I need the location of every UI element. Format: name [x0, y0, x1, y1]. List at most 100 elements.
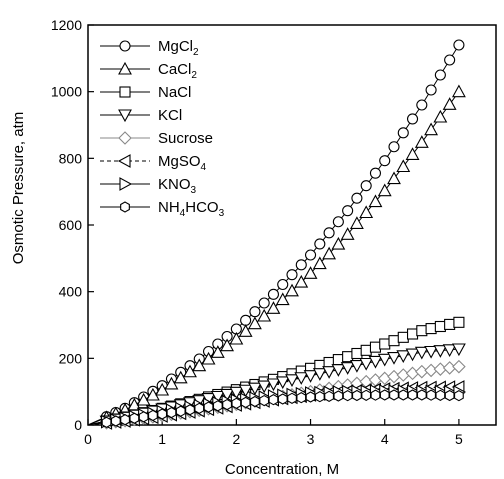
cacl2-point [192, 358, 207, 372]
legend-marker [118, 131, 132, 145]
nh4hco3-point [277, 393, 288, 405]
mgcl2-point [425, 84, 437, 96]
cacl2-point [442, 97, 457, 110]
cacl2-point [368, 194, 383, 208]
legend-label: Sucrose [158, 130, 213, 147]
kcl-point [257, 380, 272, 394]
cacl2-point [238, 324, 253, 337]
cacl2-point [229, 331, 244, 345]
mgcl2-point [277, 278, 289, 291]
legend-marker [120, 201, 130, 213]
kcl-point [331, 364, 346, 377]
legend-item-nh4hco3: NH4HCO3 [100, 199, 225, 219]
kcl-point [359, 357, 374, 371]
nh4hco3-point [296, 392, 307, 404]
legend-item-sucrose: Sucrose [100, 130, 213, 147]
cacl2-point [387, 171, 401, 185]
cacl2-point [331, 236, 346, 250]
mgcl2-point [314, 238, 326, 250]
cacl2-point [220, 338, 235, 352]
kcl-point [238, 384, 253, 398]
nh4hco3-point [352, 389, 362, 402]
legend-label: MgSO4 [158, 153, 207, 173]
kcl-point [442, 344, 457, 357]
nacl-point [434, 320, 446, 333]
nh4hco3-point [389, 389, 399, 401]
x-axis-title: Concentration, M [225, 461, 339, 478]
nh4hco3-point [101, 416, 112, 428]
x-tick-label: 4 [381, 431, 389, 447]
mgcl2-point [304, 249, 317, 261]
kcl-point [266, 378, 281, 392]
cacl2-point [266, 301, 281, 314]
nh4hco3-point [407, 389, 418, 401]
series-nh4hco3 [87, 389, 464, 428]
cacl2-point [303, 266, 318, 279]
nacl-point [444, 318, 456, 330]
cacl2-point [424, 122, 439, 136]
nh4hco3-point [148, 409, 158, 422]
mgcl2-point [360, 180, 372, 192]
nh4hco3-point [268, 394, 279, 406]
cacl2-point [322, 246, 337, 260]
kcl-point [294, 372, 309, 385]
legend-marker [119, 177, 133, 191]
cacl2-point [312, 256, 327, 270]
mgcl2-point [434, 69, 446, 81]
nh4hco3-point [370, 389, 381, 401]
mgcl2-point [258, 297, 270, 309]
x-tick-label: 5 [455, 431, 463, 447]
legend-marker [118, 109, 132, 123]
nh4hco3-point [259, 394, 270, 407]
legend-marker [119, 40, 131, 52]
nh4hco3-point [361, 389, 372, 401]
kcl-point [303, 370, 318, 383]
kcl-point [247, 382, 262, 396]
x-tick-label: 1 [158, 431, 166, 447]
nh4hco3-point [129, 412, 140, 424]
kcl-point [433, 345, 448, 358]
kcl-point [349, 360, 364, 373]
legend-label: KCl [158, 107, 182, 124]
legend-item-mgcl2: MgCl2 [100, 38, 199, 58]
nh4hco3-point [416, 389, 427, 401]
nh4hco3-point [185, 404, 195, 416]
legend-marker [119, 86, 131, 98]
cacl2-point [349, 216, 364, 229]
cacl2-point [173, 370, 188, 384]
y-tick-label: 600 [59, 217, 83, 233]
y-tick-label: 1000 [51, 84, 82, 100]
nacl-point [397, 331, 409, 343]
nh4hco3-point [314, 391, 325, 403]
cacl2-point [275, 292, 290, 306]
legend-label: KNO3 [158, 176, 197, 196]
kcl-point [424, 345, 439, 359]
nacl-point [351, 347, 363, 360]
nh4hco3-point [333, 390, 344, 402]
y-tick-label: 0 [74, 417, 82, 433]
kcl-point [368, 355, 383, 369]
x-tick-label: 2 [232, 431, 240, 447]
mgcl2-point [397, 127, 409, 139]
kcl-point [312, 368, 327, 381]
mgcl2-point [369, 167, 382, 179]
kcl-point [451, 343, 466, 357]
cacl2-point [247, 316, 262, 330]
nh4hco3-point [324, 390, 334, 402]
kcl-point [322, 366, 337, 379]
cacl2-point [405, 147, 420, 160]
mgcl2-point [249, 306, 261, 318]
legend-label: NaCl [158, 84, 191, 101]
kcl-point [229, 386, 244, 400]
cacl2-point [164, 376, 179, 390]
kcl-point [220, 388, 235, 402]
x-tick-label: 3 [307, 431, 315, 447]
cacl2-point [396, 159, 411, 173]
cacl2-point [210, 345, 225, 358]
mgcl2-point [406, 113, 419, 125]
nh4hco3-point [212, 400, 223, 412]
legend-label: CaCl2 [158, 61, 197, 81]
nh4hco3-point [398, 389, 409, 401]
nh4hco3-point [203, 401, 214, 413]
nacl-point [416, 325, 428, 337]
